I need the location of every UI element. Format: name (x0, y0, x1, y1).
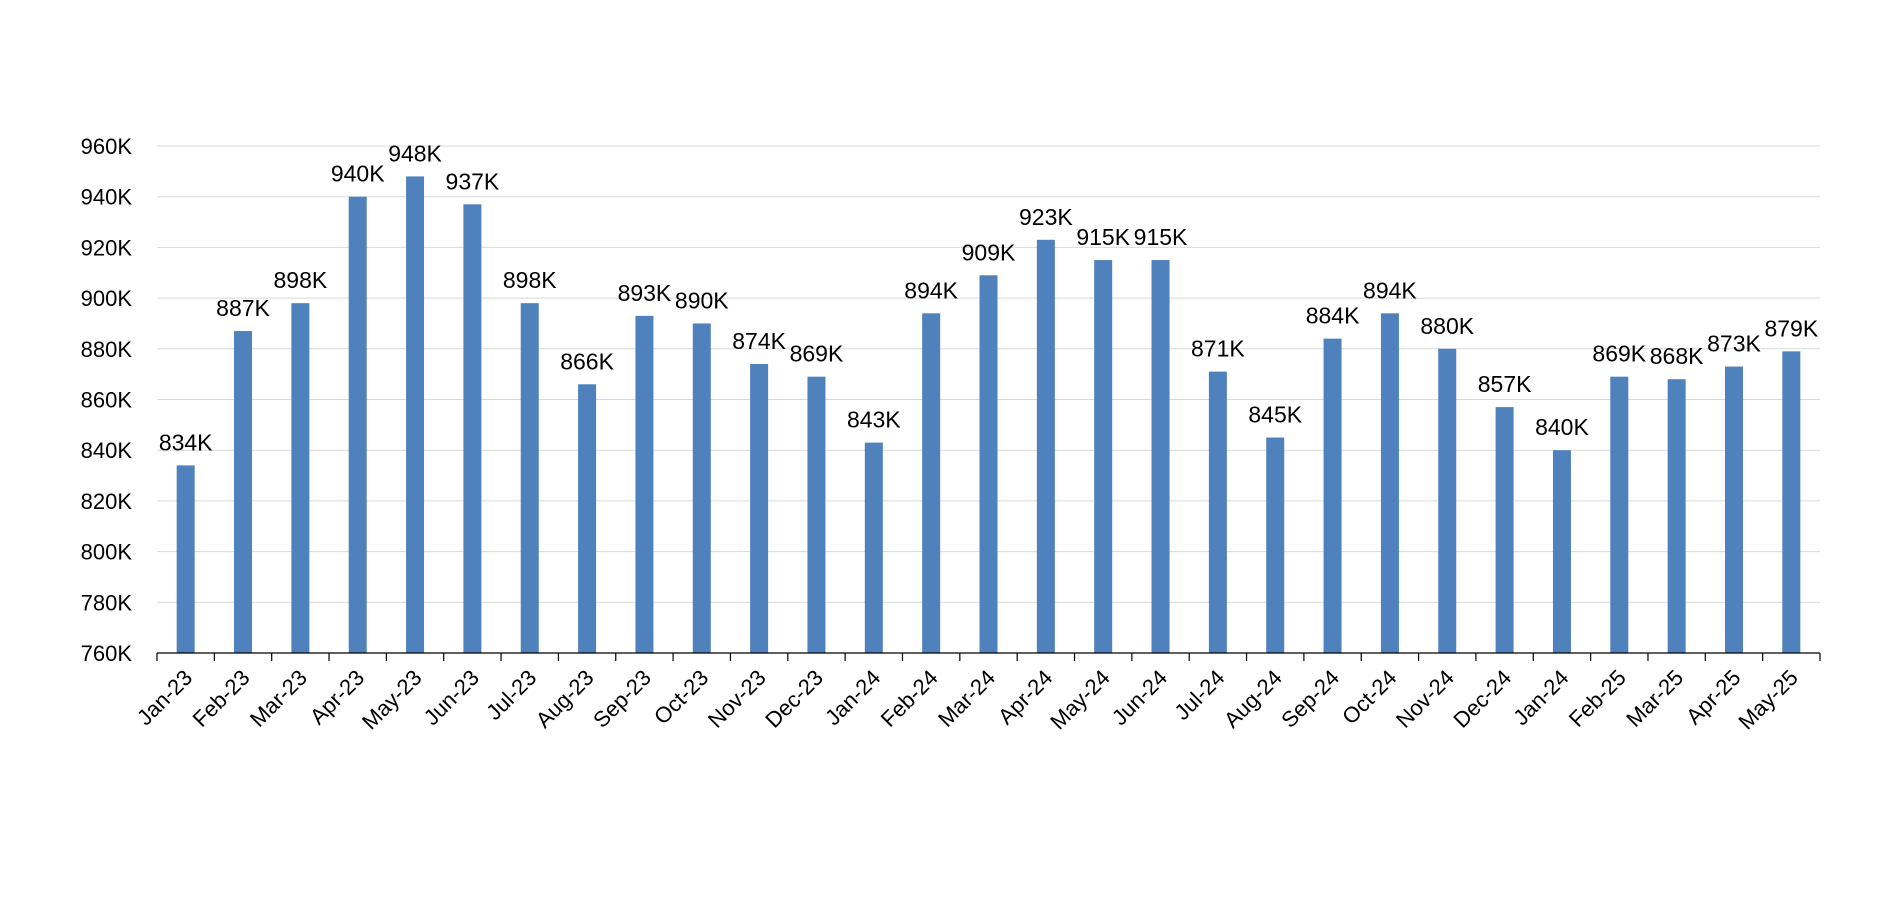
bar (635, 315, 654, 653)
bar (1552, 450, 1571, 653)
bar (1151, 260, 1170, 653)
y-tick-label: 780K (81, 590, 133, 615)
bar (1724, 366, 1743, 653)
data-label: 948K (388, 140, 442, 166)
data-label: 894K (904, 277, 958, 303)
x-tick-label: Mar-23 (245, 665, 312, 732)
x-tick-label: Mar-24 (933, 665, 1000, 732)
bar (922, 313, 941, 653)
bar (1036, 239, 1055, 654)
x-tick-label: Jan-23 (132, 665, 197, 730)
bar (1266, 437, 1285, 653)
bar (864, 442, 883, 653)
x-tick-label: Dec-23 (760, 665, 828, 733)
y-tick-label: 820K (81, 489, 133, 514)
x-tick-label: May-24 (1045, 665, 1115, 735)
y-tick-label: 800K (81, 540, 133, 565)
x-tick-label: May-23 (357, 665, 427, 735)
bar (1208, 371, 1227, 653)
data-label: 915K (1076, 224, 1130, 250)
x-tick-label: Feb-24 (876, 665, 943, 732)
data-label: 857K (1478, 371, 1532, 397)
x-tick-label: Nov-24 (1391, 665, 1459, 733)
x-tick-label: Jan-24 (1508, 665, 1573, 730)
x-tick-label: Sep-24 (1276, 665, 1344, 733)
bar (1667, 379, 1686, 653)
data-label: 884K (1306, 303, 1360, 329)
data-label: 840K (1535, 414, 1589, 440)
data-label: 893K (618, 280, 672, 306)
data-label: 915K (1134, 224, 1188, 250)
bar (578, 384, 597, 653)
data-label: 866K (560, 348, 614, 374)
x-tick-label: Jun-24 (1107, 665, 1172, 730)
data-label: 909K (962, 239, 1016, 265)
bar (234, 331, 253, 653)
data-label: 834K (159, 429, 213, 455)
bar (750, 364, 769, 653)
y-tick-label: 860K (81, 388, 133, 413)
x-tick-label: May-25 (1733, 665, 1803, 735)
bars (176, 176, 1801, 654)
data-label: 879K (1764, 315, 1818, 341)
bar (692, 323, 711, 653)
x-tick-label: Mar-25 (1621, 665, 1688, 732)
y-tick-label: 840K (81, 438, 133, 463)
y-tick-label: 880K (81, 337, 133, 362)
x-tick-label: Aug-23 (531, 665, 599, 733)
bar (1610, 376, 1629, 653)
data-label: 937K (446, 168, 500, 194)
y-tick-label: 940K (81, 185, 133, 210)
y-tick-label: 760K (81, 641, 133, 666)
data-label: 869K (1592, 341, 1646, 367)
bar (979, 275, 998, 653)
x-tick-label: Oct-24 (1337, 665, 1401, 729)
x-tick-label: Oct-23 (649, 665, 713, 729)
y-tick-label: 920K (81, 235, 133, 260)
data-label: 873K (1707, 331, 1761, 357)
bar (463, 204, 482, 653)
x-axis-ticks: Jan-23Feb-23Mar-23Apr-23May-23Jun-23Jul-… (132, 665, 1803, 735)
data-label: 845K (1248, 402, 1302, 428)
data-label: 898K (503, 267, 557, 293)
x-tick-label: Feb-25 (1564, 665, 1631, 732)
data-label: 887K (216, 295, 270, 321)
data-label: 894K (1363, 277, 1417, 303)
x-tick-label: Dec-24 (1448, 665, 1516, 733)
x-axis (156, 652, 1821, 661)
data-label: 890K (675, 287, 729, 313)
x-tick-label: Jan-24 (820, 665, 885, 730)
data-label: 871K (1191, 336, 1245, 362)
bar (1380, 313, 1399, 653)
bar (348, 196, 367, 653)
data-label: 843K (847, 407, 901, 433)
data-label: 940K (331, 161, 385, 187)
data-label: 868K (1650, 343, 1704, 369)
data-label: 898K (274, 267, 328, 293)
bar (1094, 260, 1113, 653)
x-tick-label: Aug-24 (1219, 665, 1287, 733)
data-label: 923K (1019, 204, 1073, 230)
x-tick-label: Jun-23 (419, 665, 484, 730)
data-label: 869K (790, 341, 844, 367)
y-axis-ticks: 760K 780K 800K 820K 840K 860K 880K 900K 920K 940K… (81, 134, 133, 666)
bar (1782, 351, 1801, 653)
bar (291, 303, 310, 653)
bar (1323, 338, 1342, 653)
y-tick-label: 960K (81, 134, 133, 159)
bar (520, 303, 539, 653)
bar (406, 176, 425, 654)
data-label: 880K (1420, 313, 1474, 339)
x-tick-label: Feb-23 (188, 665, 255, 732)
bar (1495, 407, 1514, 653)
bar (176, 465, 195, 653)
data-label: 874K (732, 328, 786, 354)
x-tick-label: Sep-23 (588, 665, 656, 733)
bar (807, 376, 826, 653)
x-tick-label: Nov-23 (703, 665, 771, 733)
bar (1438, 348, 1457, 653)
y-tick-label: 900K (81, 286, 133, 311)
